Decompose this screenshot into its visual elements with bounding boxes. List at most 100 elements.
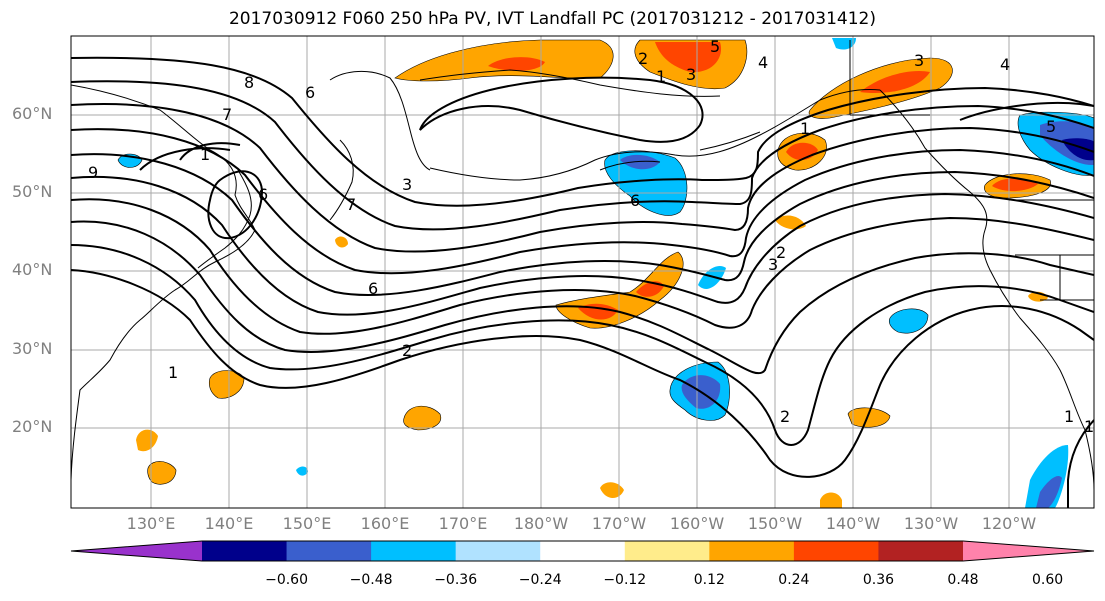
contour-label: 7 <box>346 195 356 214</box>
colorbar-tick-label: −0.36 <box>434 572 478 588</box>
colorbar-tick-label: −0.48 <box>349 572 393 588</box>
colorbar-tick-label: 0.36 <box>862 572 895 588</box>
contour-labels: 8 7 6 9 3 7 6 1 2 5 4 3 6 2 1 5 4 3 1 2 … <box>88 37 1094 436</box>
pos-anomaly-west-3 <box>136 429 158 452</box>
contour-label: 6 <box>258 185 268 204</box>
neg-anomaly-small-3 <box>888 308 929 334</box>
coast-bc <box>879 89 1094 491</box>
pos-anomaly-west-1 <box>208 370 245 399</box>
lon-label: 130°W <box>903 514 959 533</box>
coastlines <box>71 40 1094 491</box>
contour-alaska-inner <box>419 76 704 143</box>
coast-asia <box>71 84 256 481</box>
contour-1 <box>71 269 1094 478</box>
lat-label: 30°N <box>12 339 53 358</box>
contour-label: 1 <box>1064 407 1074 426</box>
contour-label: 4 <box>758 53 768 72</box>
pos-anomaly-core-pnw <box>992 178 1038 192</box>
contour-5 <box>71 175 1094 316</box>
colorbar-segment <box>878 541 964 561</box>
coast-kamchatka <box>329 139 354 221</box>
pos-anomaly-south-1 <box>600 482 624 498</box>
contour-7 <box>71 128 1094 275</box>
contour-label: 7 <box>222 105 232 124</box>
contour-label: 6 <box>630 191 640 210</box>
contour-label: 2 <box>776 243 786 262</box>
pos-anomaly-small-1 <box>775 215 806 230</box>
colorbar-tick-label: 0.24 <box>778 572 810 588</box>
ivt-contours <box>71 56 1094 508</box>
colorbar-tick-label: −0.12 <box>603 572 647 588</box>
lon-label: 130°E <box>126 514 176 533</box>
pos-anomaly-south-2 <box>847 407 891 428</box>
lon-label: 140°W <box>825 514 881 533</box>
colorbar-segments <box>70 540 1095 562</box>
contour-label: 3 <box>402 175 412 194</box>
contour-10 <box>71 56 1094 207</box>
contour-right-curve <box>1067 419 1094 508</box>
pos-anomaly-core-gulf <box>860 70 930 94</box>
contour-label: 6 <box>305 83 315 102</box>
coast-alaska-west <box>429 89 881 181</box>
lon-label: 140°E <box>204 514 254 533</box>
coast-alaska-border <box>849 40 930 116</box>
contour-label: 6 <box>368 279 378 298</box>
pos-anomaly-west-2 <box>403 405 442 431</box>
contour-label: 1 <box>1084 417 1094 436</box>
colorbar-segment <box>709 541 795 561</box>
contour-label: 1 <box>200 145 210 164</box>
colorbar-extend-high <box>963 541 1094 561</box>
colorbar-extend-low <box>71 541 202 561</box>
contour-4 <box>71 198 1094 335</box>
contour-6 <box>71 153 1094 297</box>
colorbar-tick-label: 0.12 <box>693 572 725 588</box>
colorbar-segment <box>793 541 879 561</box>
contour-west-loop <box>139 142 241 171</box>
contour-9 <box>71 80 1094 231</box>
shaded-anomaly-fields <box>117 38 1094 508</box>
colorbar-tick-label: −0.24 <box>518 572 562 588</box>
colorbar-segment <box>455 541 541 561</box>
pos-anomaly-core-top-mid <box>655 42 722 73</box>
map-title: 2017030912 F060 250 hPa PV, IVT Landfall… <box>228 9 876 29</box>
lon-label: 180°W <box>513 514 569 533</box>
contour-2 <box>71 244 1094 446</box>
neg-anomaly-core-lower-right <box>1036 475 1062 508</box>
lon-label: 160°E <box>360 514 410 533</box>
contour-label: 1 <box>168 363 178 382</box>
pos-anomaly-core-top <box>488 57 545 71</box>
lat-label: 40°N <box>12 260 53 279</box>
contour-3 <box>71 220 1094 375</box>
colorbar-tick-label: −0.60 <box>265 572 308 588</box>
colorbar-segment <box>286 541 372 561</box>
lon-label: 150°W <box>747 514 803 533</box>
coast-aleutians <box>599 131 761 171</box>
contour-label: 2 <box>638 49 648 68</box>
neg-anomaly-core-north-pacific <box>620 154 660 170</box>
colorbar-tick-label: 0.60 <box>1031 572 1064 588</box>
colorbar-outline <box>70 540 1095 562</box>
contour-label: 5 <box>710 37 720 56</box>
contour-8 <box>71 103 1094 253</box>
lon-label: 160°W <box>669 514 725 533</box>
colorbar-segment <box>202 541 288 561</box>
pos-anomaly-core-central-2 <box>636 281 664 297</box>
contour-label: 3 <box>914 51 924 70</box>
lon-label: 170°E <box>438 514 488 533</box>
coast-us-states <box>1015 254 1094 301</box>
neg-anomaly-tiny <box>296 466 308 476</box>
colorbar-segment <box>371 541 457 561</box>
pos-anomaly-south-3 <box>820 492 842 508</box>
coast-okhotsk <box>329 70 431 171</box>
colorbar-segment <box>624 541 710 561</box>
contour-label: 9 <box>88 163 98 182</box>
contour-label: 2 <box>780 407 790 426</box>
colorbar-segment <box>540 541 626 561</box>
pos-anomaly-small-3 <box>335 236 348 248</box>
lon-label: 120°W <box>981 514 1037 533</box>
lon-label: 170°W <box>591 514 647 533</box>
coast-alaska-north <box>419 69 721 97</box>
lat-label: 60°N <box>12 104 53 123</box>
